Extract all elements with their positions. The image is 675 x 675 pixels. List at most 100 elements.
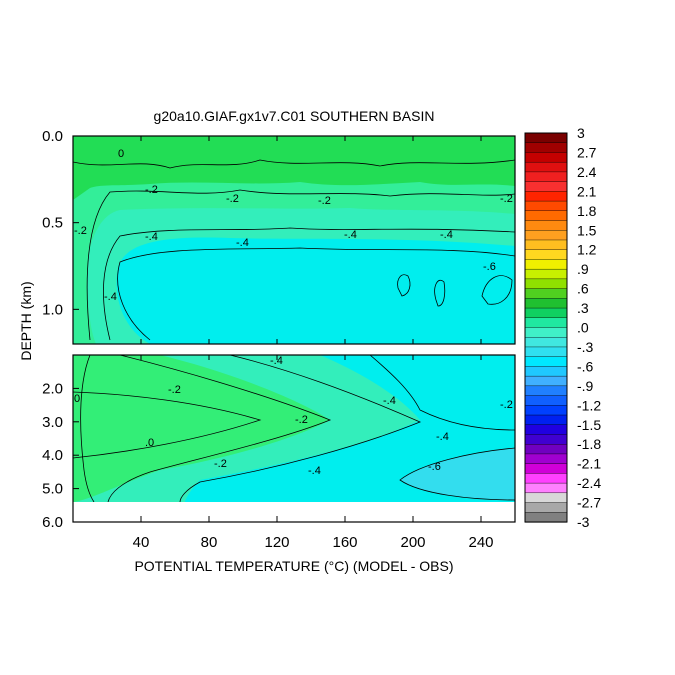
colorbar-swatch (524, 239, 568, 251)
lower-contour-m06 (399, 447, 515, 501)
contour-label: -.6 (483, 261, 496, 273)
contour-label: .0 (145, 437, 154, 449)
upper-contour-m06-b (434, 279, 446, 307)
contour-label: -.2 (295, 414, 308, 426)
colorbar-swatch (524, 444, 568, 455)
x-tick-label: 80 (201, 534, 218, 551)
colorbar-swatch (524, 132, 568, 144)
colorbar-swatch (524, 366, 568, 377)
colorbar-label: -3 (577, 514, 590, 530)
colorbar (524, 132, 568, 523)
contour-label: 0 (74, 393, 80, 405)
contour-label: -.2 (168, 384, 181, 396)
colorbar-label: 1.5 (577, 222, 597, 238)
colorbar-swatch (524, 502, 568, 513)
upper-contour-m06-a (397, 274, 411, 297)
colorbar-frame (524, 132, 568, 523)
x-axis-ticks: 40 80 120 160 200 240 (133, 136, 494, 551)
contour-label: -.2 (74, 225, 87, 237)
lower-panel: -.4 -.2 0 .0 -.2 -.2 -.4 -.4 -.4 -.6 -.2 (72, 354, 516, 523)
upper-contour-m02 (86, 189, 515, 341)
colorbar-swatch (524, 327, 568, 338)
colorbar-label: .3 (577, 300, 589, 316)
colorbar-swatch (524, 191, 568, 202)
colorbar-label: -1.8 (577, 436, 601, 452)
colorbar-label: 1.8 (577, 203, 597, 219)
colorbar-swatch (524, 512, 568, 523)
colorbar-swatch (524, 463, 568, 474)
upper-aqua-band (73, 136, 515, 344)
upper-frame (72, 135, 516, 345)
contour-label: -.6 (428, 461, 441, 473)
contour-label: -.4 (344, 229, 357, 241)
contour-label: -.4 (236, 237, 249, 249)
colorbar-label: -1.5 (577, 417, 601, 433)
colorbar-swatch (524, 434, 568, 445)
contour-label: -.2 (500, 193, 513, 205)
contour-label: -.4 (308, 465, 321, 477)
colorbar-swatch (524, 210, 568, 222)
x-axis-label: POTENTIAL TEMPERATURE (°C) (MODEL - OBS) (134, 558, 453, 574)
colorbar-swatch (524, 278, 568, 290)
colorbar-label: -.6 (577, 358, 594, 374)
colorbar-swatch (524, 307, 568, 319)
contour-label: -.4 (104, 291, 117, 303)
y-tick-label: 1.0 (42, 301, 63, 318)
lower-frame (72, 354, 516, 523)
upper-contour-m04b (117, 247, 515, 341)
y-tick-label: 0.5 (42, 215, 63, 232)
lower-y-axis-ticks: 2.0 3.0 4.0 5.0 6.0 (42, 380, 79, 531)
colorbar-swatch (524, 220, 568, 231)
lower-contour-m04b (369, 355, 515, 431)
lower-contour-labels: -.4 -.2 0 .0 -.2 -.2 -.4 -.4 -.4 -.6 -.2 (74, 355, 513, 477)
chart-title: g20a10.GIAF.gx1v7.C01 SOUTHERN BASIN (154, 108, 435, 124)
colorbar-swatch (524, 142, 568, 154)
colorbar-label: -.9 (577, 378, 594, 394)
colorbar-swatch (524, 268, 568, 280)
colorbar-swatch (524, 171, 568, 183)
colorbar-swatch (524, 346, 568, 358)
colorbar-label: .6 (577, 281, 589, 297)
x-tick-label: 160 (332, 534, 357, 551)
y-tick-label: 2.0 (42, 380, 63, 397)
upper-green-surface (73, 136, 515, 200)
colorbar-swatch (524, 473, 568, 484)
contour-label: -.4 (436, 431, 449, 443)
contour-label: -.2 (214, 458, 227, 470)
y-tick-label: 3.0 (42, 414, 63, 431)
colorbar-label: 2.1 (577, 183, 597, 199)
colorbar-swatch (524, 414, 568, 426)
colorbar-swatch (524, 424, 568, 436)
colorbar-swatch (524, 482, 568, 494)
contour-label: -.2 (145, 184, 158, 196)
lower-light-green (73, 355, 330, 502)
contour-label: -.4 (270, 355, 283, 367)
colorbar-swatch (524, 230, 568, 241)
colorbar-swatch (524, 161, 568, 173)
colorbar-swatch (524, 356, 568, 367)
y-tick-label: 0.0 (42, 128, 63, 145)
colorbar-label: 2.7 (577, 144, 597, 160)
colorbar-swatch (524, 152, 568, 163)
colorbar-label: 1.2 (577, 242, 597, 258)
colorbar-swatch (524, 385, 568, 397)
y-axis-label: DEPTH (km) (18, 281, 34, 360)
upper-contour-0 (73, 159, 515, 169)
lower-cyan-dark (400, 448, 515, 500)
colorbar-swatch (524, 492, 568, 504)
colorbar-swatch (524, 298, 568, 309)
colorbar-label: 3 (577, 125, 585, 141)
lower-contour-m04 (179, 355, 422, 502)
colorbar-swatch (524, 181, 568, 192)
y-tick-label: 6.0 (42, 514, 63, 531)
upper-panel: 0 -.2 -.2 -.2 -.2 -.4 -.4 -.4 -.4 -.4 -.… (72, 135, 516, 345)
colorbar-label: 2.4 (577, 164, 597, 180)
contour-label: -.2 (500, 399, 513, 411)
lower-contour-0b (80, 355, 95, 502)
colorbar-swatch (524, 317, 568, 329)
contour-label: -.2 (226, 193, 239, 205)
lower-contour-0 (73, 391, 262, 459)
colorbar-label: -2.7 (577, 495, 601, 511)
colorbar-swatch (524, 395, 568, 406)
